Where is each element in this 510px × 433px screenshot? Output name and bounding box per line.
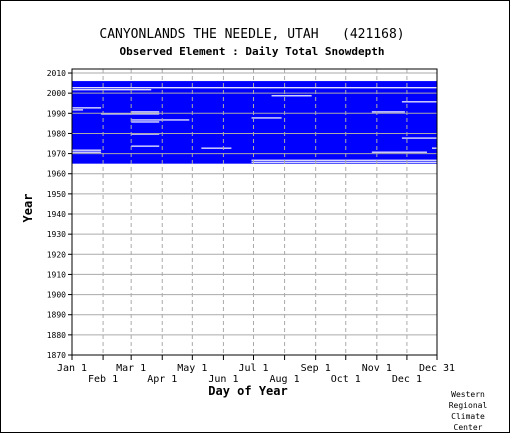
y-tick-label: 1870 xyxy=(47,351,66,360)
x-axis-label: Day of Year xyxy=(208,384,287,398)
y-tick-label: 1940 xyxy=(47,210,66,219)
missing-data-gap xyxy=(131,145,160,147)
plot-area: 1870 1880 1890 1900 1910 1920 1930 1940 1950 1960… xyxy=(47,68,455,385)
x-tick-label: Aug 1 xyxy=(270,374,300,385)
chart-subtitle: Observed Element : Daily Total Snowdepth xyxy=(120,45,385,58)
missing-data-gap xyxy=(131,119,190,121)
x-tick-label: Oct 1 xyxy=(331,374,361,385)
y-tick-label: 1890 xyxy=(47,311,66,320)
x-tick-label: Dec 1 xyxy=(392,374,422,385)
missing-data-gap xyxy=(371,111,405,113)
credit-line: Western xyxy=(451,390,485,399)
y-tick-label: 1920 xyxy=(47,250,66,259)
x-tick-label: May 1 xyxy=(177,363,207,374)
missing-data-gap xyxy=(72,149,102,151)
missing-data-gap xyxy=(431,147,437,149)
missing-data-gap xyxy=(101,113,160,115)
y-tick-label: 1900 xyxy=(47,291,66,300)
y-tick-label: 1980 xyxy=(47,129,66,138)
y-tick-label: 2000 xyxy=(47,89,66,98)
x-tick-label: Jul 1 xyxy=(238,363,268,374)
x-tick-label: Jan 1 xyxy=(57,363,87,374)
x-tick-label: Dec 31 xyxy=(419,363,455,374)
missing-data-gap xyxy=(72,107,102,109)
chart-title: CANYONLANDS THE NEEDLE, UTAH (421168) xyxy=(99,27,404,42)
y-tick-label: 2010 xyxy=(47,69,66,78)
plot-border xyxy=(71,68,438,356)
y-tick-label: 1970 xyxy=(47,150,66,159)
credit-line: Climate xyxy=(451,412,485,421)
y-tick-label: 1950 xyxy=(47,190,66,199)
missing-data-gap xyxy=(401,101,437,103)
y-tick-label: 1880 xyxy=(47,331,66,340)
missing-data-gap xyxy=(72,109,84,111)
missing-data-gap xyxy=(131,121,160,123)
y-axis-label: Year xyxy=(21,194,35,223)
missing-data-gap xyxy=(251,161,437,163)
x-tick-label: Nov 1 xyxy=(362,363,392,374)
x-tick-label: Sep 1 xyxy=(301,363,331,374)
y-tick-label: 1930 xyxy=(47,230,66,239)
credit-line: Center xyxy=(453,423,483,432)
missing-data-gap xyxy=(201,147,232,149)
missing-data-gap xyxy=(72,87,437,89)
x-tick-label: Mar 1 xyxy=(116,363,146,374)
x-tick-label: Apr 1 xyxy=(147,374,177,385)
missing-data-gap xyxy=(251,159,437,161)
y-tick-label: 1910 xyxy=(47,270,66,279)
missing-data-gap xyxy=(131,133,160,135)
missing-data-gap xyxy=(72,89,152,91)
y-tick-label: 1960 xyxy=(47,170,66,179)
missing-data-gap xyxy=(131,111,160,113)
missing-data-gap xyxy=(271,95,312,97)
x-tick-label: Jun 1 xyxy=(208,374,238,385)
credit-line: Regional xyxy=(448,401,488,410)
missing-data-gap xyxy=(251,117,282,119)
y-tick-label: 1990 xyxy=(47,109,66,118)
wrcc-credit: Western Regional Climate Center xyxy=(438,389,498,433)
missing-data-gap xyxy=(401,137,437,139)
missing-data-gap xyxy=(72,151,102,153)
missing-data-gap xyxy=(371,151,427,153)
x-tick-label: Feb 1 xyxy=(88,374,118,385)
